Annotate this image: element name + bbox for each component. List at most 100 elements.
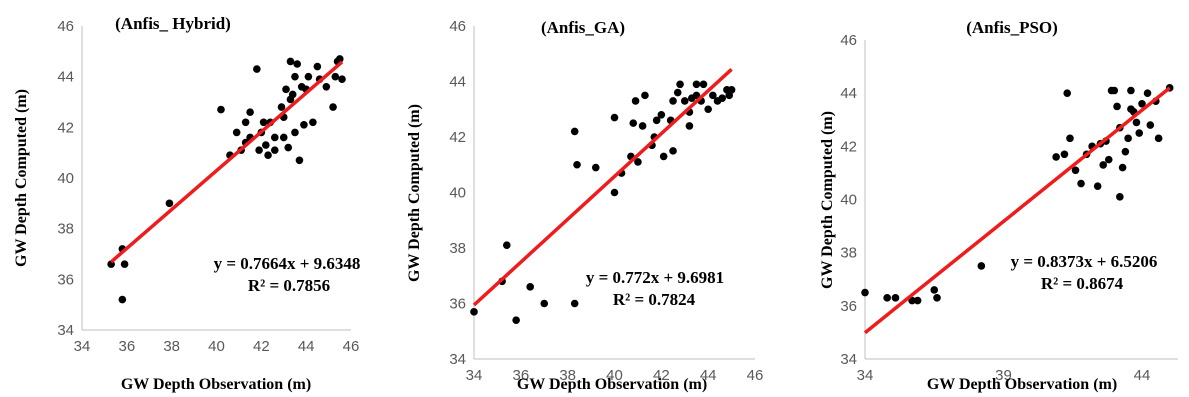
trendline [109,60,344,264]
data-point [1099,161,1108,169]
data-point [300,121,308,129]
data-point [291,128,299,137]
data-point [291,72,299,81]
x-tick-label: 46 [343,338,360,355]
x-axis-title: GW Depth Observation (m) [121,376,311,393]
data-point [217,105,225,114]
x-tick-label: 39 [995,367,1012,384]
data-point [1052,153,1060,161]
data-point [322,83,331,91]
data-point [634,158,642,166]
y-tick-label: 40 [57,170,74,187]
y-axis-title: GW Depth Computed (m) [406,104,423,282]
data-point [540,299,549,308]
data-point [262,141,270,149]
x-tick-label: 44 [1134,367,1151,384]
data-point [253,65,261,73]
x-tick-label: 40 [606,367,623,384]
chart-2: 34 36 38 40 42 44 46 34 36 38 40 42 44 46 GW Depth Obs… [406,18,763,393]
y-tick-label: 42 [449,129,466,146]
data-point [930,286,939,294]
y-tick-label: 34 [840,351,857,368]
data-point [610,188,619,197]
data-point [718,94,727,102]
data-point [118,295,127,304]
data-point [1132,118,1141,127]
x-tick-label: 38 [559,367,576,384]
data-point [1138,100,1146,108]
chart-title: (Anfis_GA) [541,18,625,37]
data-point [652,116,661,125]
data-point [657,111,666,119]
data-point [629,119,638,127]
data-point [313,62,322,71]
data-point [1113,102,1121,111]
data-point [913,296,922,305]
data-point [1116,193,1124,201]
chart-1: 34 36 38 40 42 44 46 34 36 38 40 42 44 46 GW Depth Obs… [13,14,360,393]
data-point [293,60,302,68]
trendline [472,68,733,307]
trendline-equation: y = 0.7664x + 9.6348 [214,254,361,273]
x-tick-label: 34 [74,338,91,355]
data-point [692,80,701,89]
data-point [255,146,263,154]
x-tick-label: 44 [298,338,315,355]
y-tick-label: 36 [57,271,74,288]
data-point [526,283,534,291]
data-point [573,160,581,169]
data-point [699,80,708,89]
data-point [232,128,241,137]
data-point [286,57,295,66]
x-tick-label: 36 [512,367,529,384]
data-point [270,133,279,142]
data-point [673,88,682,97]
data-point [685,122,694,130]
r-squared-label: R² = 0.7824 [613,290,696,309]
data-point [570,299,579,308]
data-point [692,91,701,100]
data-point [861,288,869,297]
data-point [241,118,250,127]
r-squared-label: R² = 0.7856 [248,276,330,295]
y-tick-label: 44 [449,74,466,91]
y-tick-label: 42 [840,138,857,155]
data-point [676,80,684,89]
x-tick-label: 42 [253,338,270,355]
x-axis-title: GW Depth Observation (m) [927,376,1117,393]
y-tick-label: 38 [840,245,857,262]
data-point [631,97,640,105]
x-tick-label: 40 [208,338,225,355]
y-axis-title: GW Depth Computed (m) [13,89,30,267]
data-point [1154,134,1163,143]
data-point [727,86,736,94]
x-tick-label: 34 [466,367,483,384]
y-tick-label: 44 [840,85,857,102]
chart-title: (Anfis_ Hybrid) [115,14,231,33]
x-tick-label: 46 [747,367,764,384]
x-tick-label: 38 [163,338,180,355]
data-point [1121,147,1130,156]
trendline-equation: y = 0.8373x + 6.5206 [1011,252,1158,271]
data-point [1104,155,1113,164]
data-point [512,316,520,324]
data-point [669,97,677,105]
data-point [977,262,986,270]
y-tick-label: 36 [840,298,857,315]
y-axis-title: GW Depth Computed (m) [819,111,836,289]
data-point [709,91,717,100]
data-point [270,146,279,154]
chart-title: (Anfis_PSO) [966,18,1058,37]
y-tick-label: 46 [840,32,857,49]
data-point [1066,134,1074,143]
data-point [680,97,689,105]
data-point [1077,179,1085,188]
data-point [570,127,579,136]
y-tick-label: 36 [449,296,466,313]
data-point [329,103,337,111]
y-tick-label: 40 [449,185,466,202]
r-squared-label: R² = 0.8674 [1041,274,1124,293]
y-tick-label: 42 [57,119,74,136]
y-tick-label: 46 [449,18,466,35]
